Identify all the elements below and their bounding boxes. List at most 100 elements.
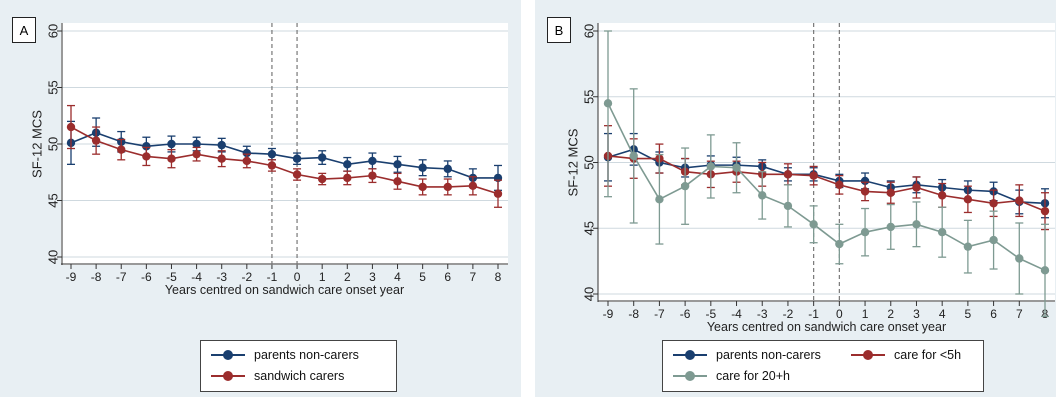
series-line-care-for-20-h bbox=[607, 102, 1046, 272]
legend-a: parents non-carers sandwich carers bbox=[200, 340, 397, 392]
data-point-care-for-5h bbox=[886, 188, 895, 197]
x-tick-label: 7 bbox=[1016, 307, 1023, 321]
data-point-sandwich-carers bbox=[393, 177, 402, 186]
x-tick-label: -4 bbox=[191, 270, 202, 284]
panel-b-label: B bbox=[547, 17, 571, 43]
x-tick-label: -3 bbox=[216, 270, 227, 284]
data-point-parents-non-carers bbox=[443, 164, 452, 174]
x-tick-label: 0 bbox=[836, 307, 843, 321]
y-axis-label: SF-12 MCS bbox=[29, 110, 44, 178]
y-tick-label: 50 bbox=[45, 137, 60, 151]
y-axis-label: SF-12 MCS bbox=[565, 128, 580, 196]
x-tick-label: 1 bbox=[862, 307, 869, 321]
data-point-care-for-20-h bbox=[732, 163, 741, 172]
x-tick-label: -7 bbox=[116, 270, 127, 284]
data-point-care-for-5h bbox=[912, 183, 921, 192]
data-point-sandwich-carers bbox=[91, 136, 101, 145]
x-tick-label: -1 bbox=[808, 307, 819, 321]
data-point-sandwich-carers bbox=[167, 154, 176, 163]
data-point-parents-non-carers bbox=[368, 156, 377, 166]
data-point-care-for-5h bbox=[963, 195, 973, 204]
y-tick-label: 55 bbox=[45, 80, 60, 94]
data-point-care-for-20-h bbox=[989, 235, 998, 245]
legend-item-care-20plus-h: care for 20+h bbox=[673, 369, 790, 383]
x-tick-label: 4 bbox=[939, 307, 946, 321]
data-point-parents-non-carers bbox=[242, 148, 252, 158]
data-point-sandwich-carers bbox=[468, 181, 478, 191]
data-point-care-for-20-h bbox=[809, 220, 818, 229]
data-point-parents-non-carers bbox=[292, 154, 302, 163]
chart-b-svg: 4045505560-9-8-7-6-5-4-3-2-1012345678Yea… bbox=[565, 23, 1055, 334]
data-point-care-for-5h bbox=[860, 187, 870, 196]
series-line-care-for-5h bbox=[607, 155, 1046, 212]
legend-label: care for 20+h bbox=[716, 369, 791, 383]
legend-item-sandwich-carers: sandwich carers bbox=[211, 369, 344, 383]
data-point-care-for-20-h bbox=[1040, 266, 1050, 275]
panel-a-label: A bbox=[12, 17, 36, 43]
legend-item-parents-non-carers: parents non-carers bbox=[673, 348, 821, 362]
data-point-care-for-5h bbox=[809, 171, 818, 180]
x-tick-label: -6 bbox=[680, 307, 691, 321]
x-tick-label: -9 bbox=[66, 270, 77, 284]
x-axis-label: Years centred on sandwich care onset yea… bbox=[707, 320, 946, 334]
x-tick-label: 5 bbox=[965, 307, 972, 321]
legend-label: sandwich carers bbox=[254, 369, 345, 383]
y-tick-label: 45 bbox=[45, 193, 60, 207]
legend-label: parents non-carers bbox=[716, 348, 821, 362]
data-point-care-for-20-h bbox=[629, 151, 638, 161]
data-point-care-for-20-h bbox=[835, 239, 844, 249]
x-tick-label: 3 bbox=[369, 270, 376, 284]
x-tick-label: 3 bbox=[913, 307, 920, 321]
data-point-sandwich-carers bbox=[368, 171, 377, 180]
x-tick-label: 8 bbox=[495, 270, 502, 284]
data-point-care-for-5h bbox=[1040, 206, 1050, 216]
data-point-care-for-5h bbox=[783, 170, 793, 179]
legend-label: parents non-carers bbox=[254, 348, 359, 362]
data-point-care-for-20-h bbox=[680, 181, 690, 191]
y-tick-label: 40 bbox=[581, 287, 596, 301]
data-point-care-for-5h bbox=[835, 180, 844, 190]
x-tick-label: -9 bbox=[603, 307, 614, 321]
x-tick-label: 2 bbox=[887, 307, 894, 321]
data-point-sandwich-carers bbox=[142, 152, 151, 161]
x-tick-label: 6 bbox=[444, 270, 451, 284]
data-point-parents-non-carers bbox=[267, 149, 277, 159]
data-point-care-for-20-h bbox=[1015, 254, 1024, 263]
x-tick-label: -8 bbox=[628, 307, 639, 321]
data-point-sandwich-carers bbox=[343, 173, 352, 183]
y-tick-label: 45 bbox=[581, 221, 596, 235]
series-line-parents-non-carers bbox=[607, 148, 1046, 205]
data-point-parents-non-carers bbox=[860, 176, 870, 186]
legend-item-care-under-5h: care for <5h bbox=[851, 348, 961, 362]
x-tick-label: -2 bbox=[783, 307, 794, 321]
data-point-care-for-20-h bbox=[912, 220, 921, 229]
data-point-sandwich-carers bbox=[242, 156, 252, 166]
x-tick-label: -1 bbox=[267, 270, 278, 284]
x-tick-label: -4 bbox=[731, 307, 742, 321]
y-tick-label: 50 bbox=[581, 155, 596, 169]
data-point-care-for-20-h bbox=[603, 99, 613, 108]
x-tick-label: -5 bbox=[166, 270, 177, 284]
data-point-parents-non-carers bbox=[142, 142, 151, 151]
data-point-sandwich-carers bbox=[217, 154, 226, 163]
x-tick-label: -5 bbox=[705, 307, 716, 321]
data-point-sandwich-carers bbox=[317, 174, 327, 184]
data-point-sandwich-carers bbox=[443, 182, 452, 192]
x-tick-label: 6 bbox=[990, 307, 997, 321]
data-point-sandwich-carers bbox=[292, 170, 302, 179]
x-tick-label: 7 bbox=[470, 270, 477, 284]
y-tick-label: 60 bbox=[45, 24, 60, 38]
x-tick-label: -8 bbox=[91, 270, 102, 284]
x-tick-label: 0 bbox=[294, 270, 301, 284]
panel-b: 4045505560-9-8-7-6-5-4-3-2-1012345678Yea… bbox=[535, 0, 1056, 397]
y-tick-label: 55 bbox=[581, 90, 596, 104]
data-point-care-for-20-h bbox=[937, 227, 947, 237]
x-tick-label: 5 bbox=[419, 270, 426, 284]
data-point-sandwich-carers bbox=[418, 182, 427, 192]
x-tick-label: -2 bbox=[241, 270, 252, 284]
x-axis-label: Years centred on sandwich care onset yea… bbox=[165, 283, 404, 297]
data-point-sandwich-carers bbox=[192, 149, 201, 159]
x-tick-label: -7 bbox=[654, 307, 665, 321]
data-point-care-for-20-h bbox=[758, 191, 767, 200]
data-point-care-for-20-h bbox=[706, 162, 716, 171]
